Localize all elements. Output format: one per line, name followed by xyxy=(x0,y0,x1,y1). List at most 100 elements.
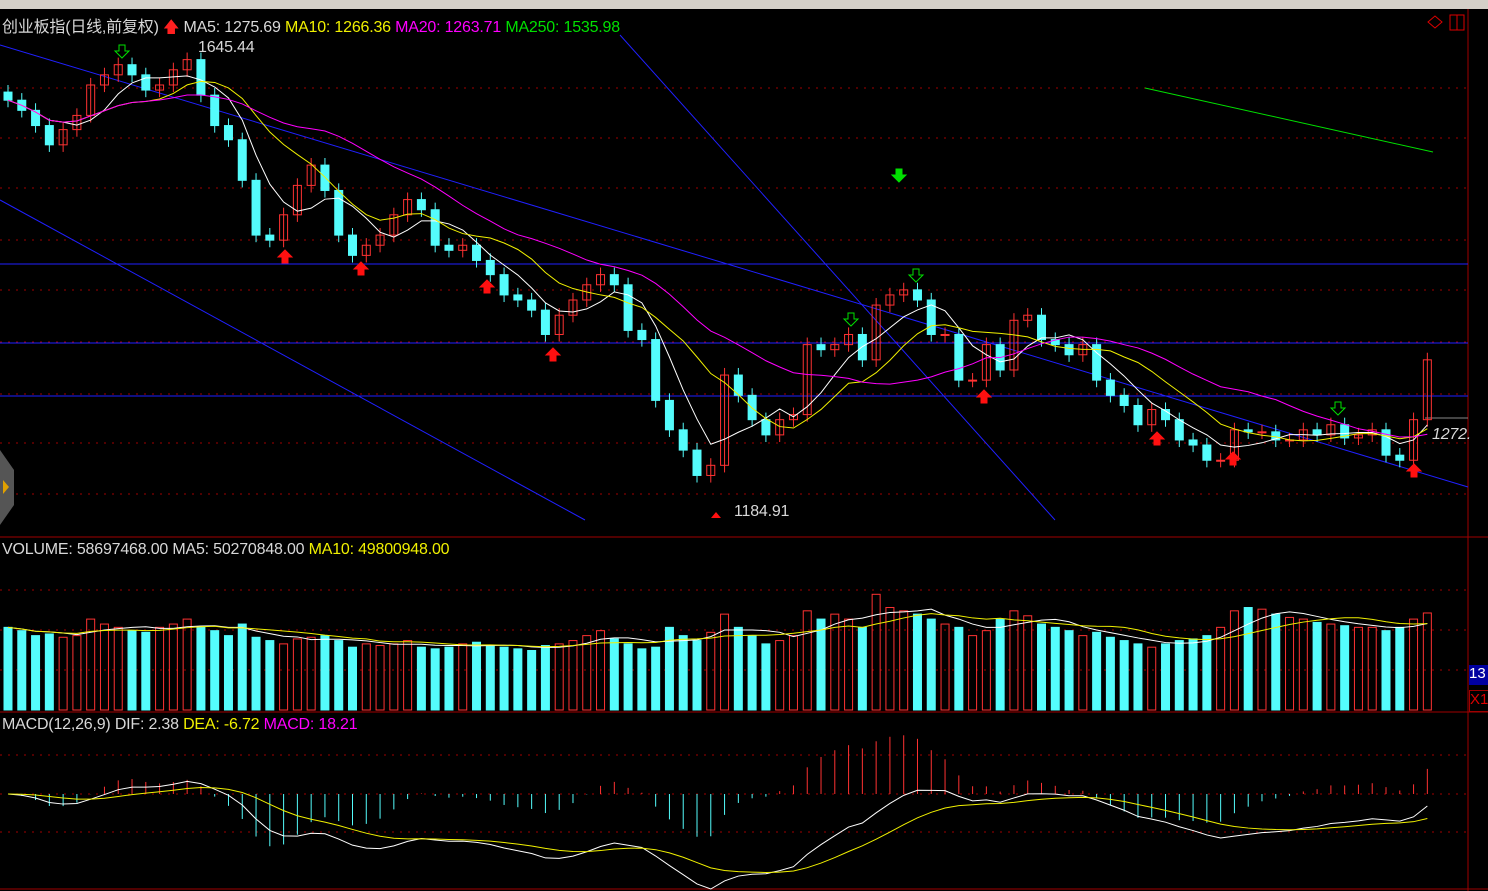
volume-bar xyxy=(1174,640,1184,711)
volume-bar xyxy=(196,626,206,711)
volume-bar xyxy=(1353,626,1363,711)
volume-ma5-value: MA5: 50270848.00 xyxy=(172,541,305,558)
candle-body xyxy=(1119,394,1129,406)
volume-bar xyxy=(1312,621,1322,711)
candle-body xyxy=(472,244,482,261)
volume-bar xyxy=(609,638,619,711)
candle-body xyxy=(403,199,413,216)
candle-body xyxy=(141,74,151,91)
candle-body xyxy=(499,274,509,296)
candle-body xyxy=(816,344,826,351)
ma5-line xyxy=(7,75,1428,448)
candle-body xyxy=(954,333,964,381)
candle-body xyxy=(513,294,523,301)
buy-arrow-icon xyxy=(478,279,496,294)
volume-bar xyxy=(1009,610,1019,711)
candle-body xyxy=(1409,419,1419,461)
volume-bar xyxy=(86,618,96,711)
volume-bar xyxy=(775,640,785,711)
volume-bar xyxy=(430,648,440,711)
macd-name: MACD(12,26,9) xyxy=(2,716,111,733)
scroll-arrow-icon[interactable] xyxy=(3,480,9,494)
sell-arrow-icon xyxy=(890,168,908,183)
volume-bar xyxy=(664,626,674,711)
volume-bar xyxy=(1037,623,1046,711)
volume-bar xyxy=(816,618,826,711)
candle-body xyxy=(182,59,192,71)
volume-bar xyxy=(720,613,730,711)
candle-body xyxy=(830,344,840,351)
volume-bar xyxy=(458,643,468,711)
candle-body xyxy=(375,234,385,246)
dea-value: DEA: -6.72 xyxy=(183,716,260,733)
candle-body xyxy=(706,464,716,476)
volume-ma10-value: MA10: 49800948.00 xyxy=(308,541,450,558)
volume-bar xyxy=(265,640,275,711)
volume-bar xyxy=(1367,626,1377,711)
volume-bar xyxy=(706,631,716,711)
volume-bar xyxy=(1422,612,1432,711)
volume-bar xyxy=(857,626,867,711)
volume-bar xyxy=(182,618,192,711)
candle-body xyxy=(3,91,13,101)
low-marker-icon xyxy=(711,512,721,518)
volume-bar xyxy=(292,638,302,711)
candle-body xyxy=(527,299,537,311)
volume-bar xyxy=(1257,608,1267,711)
panel-frames xyxy=(0,9,1488,891)
volume-bar xyxy=(540,645,550,711)
volume-bar xyxy=(306,636,316,711)
candle-body xyxy=(596,274,606,286)
candle-body xyxy=(430,209,440,246)
volume-bar xyxy=(334,640,344,711)
window-top-bar xyxy=(0,0,1488,9)
volume-bar xyxy=(1078,635,1088,711)
sell-arrow-icon xyxy=(1329,401,1347,416)
sell-arrow-icon xyxy=(907,268,925,283)
candle-body xyxy=(485,259,495,276)
volume-bar xyxy=(44,633,54,711)
volume-bar xyxy=(389,643,399,711)
candle-body xyxy=(58,129,68,146)
volume-bar xyxy=(1092,631,1102,711)
volume-bar xyxy=(403,640,413,711)
volume-bar xyxy=(527,649,537,711)
candle-body xyxy=(113,64,123,76)
volume-bar xyxy=(141,631,151,711)
volume-bar xyxy=(348,646,357,711)
volume-bar xyxy=(1147,646,1157,711)
volume-bar xyxy=(210,630,220,711)
candle-body xyxy=(1009,319,1019,371)
diamond-icon[interactable] xyxy=(1427,15,1443,29)
volume-bar xyxy=(1243,607,1253,711)
chart-title: 创业板指(日线,前复权) xyxy=(2,19,159,36)
axis-scale-box[interactable]: X1 xyxy=(1469,690,1488,712)
sell-arrow-icon xyxy=(842,312,860,327)
volume-bar xyxy=(1285,616,1295,711)
candle-body xyxy=(1064,344,1074,356)
volume-bar xyxy=(554,643,564,711)
volume-bar xyxy=(844,618,854,711)
volume-bar xyxy=(3,626,13,711)
candle-body xyxy=(1381,429,1391,456)
volume-value: VOLUME: 58697468.00 xyxy=(2,541,169,558)
volume-bar xyxy=(954,626,964,711)
volume-bar xyxy=(1395,626,1405,711)
dif-line xyxy=(7,780,1428,890)
volume-bar xyxy=(1119,640,1129,711)
candle-body xyxy=(637,329,647,341)
ma10-line xyxy=(7,80,1428,442)
volume-bar xyxy=(251,636,261,711)
candle-body xyxy=(926,299,936,335)
volume-bar xyxy=(802,610,812,711)
volume-bar xyxy=(1050,626,1060,711)
candle-body xyxy=(609,274,619,286)
candle-body xyxy=(237,139,247,181)
volume-bar xyxy=(912,613,922,711)
volume-bar xyxy=(568,640,578,711)
candle-body xyxy=(1216,459,1226,462)
ma250-line xyxy=(1144,87,1434,153)
volume-bar xyxy=(416,646,426,711)
buy-arrow-icon xyxy=(975,389,993,404)
